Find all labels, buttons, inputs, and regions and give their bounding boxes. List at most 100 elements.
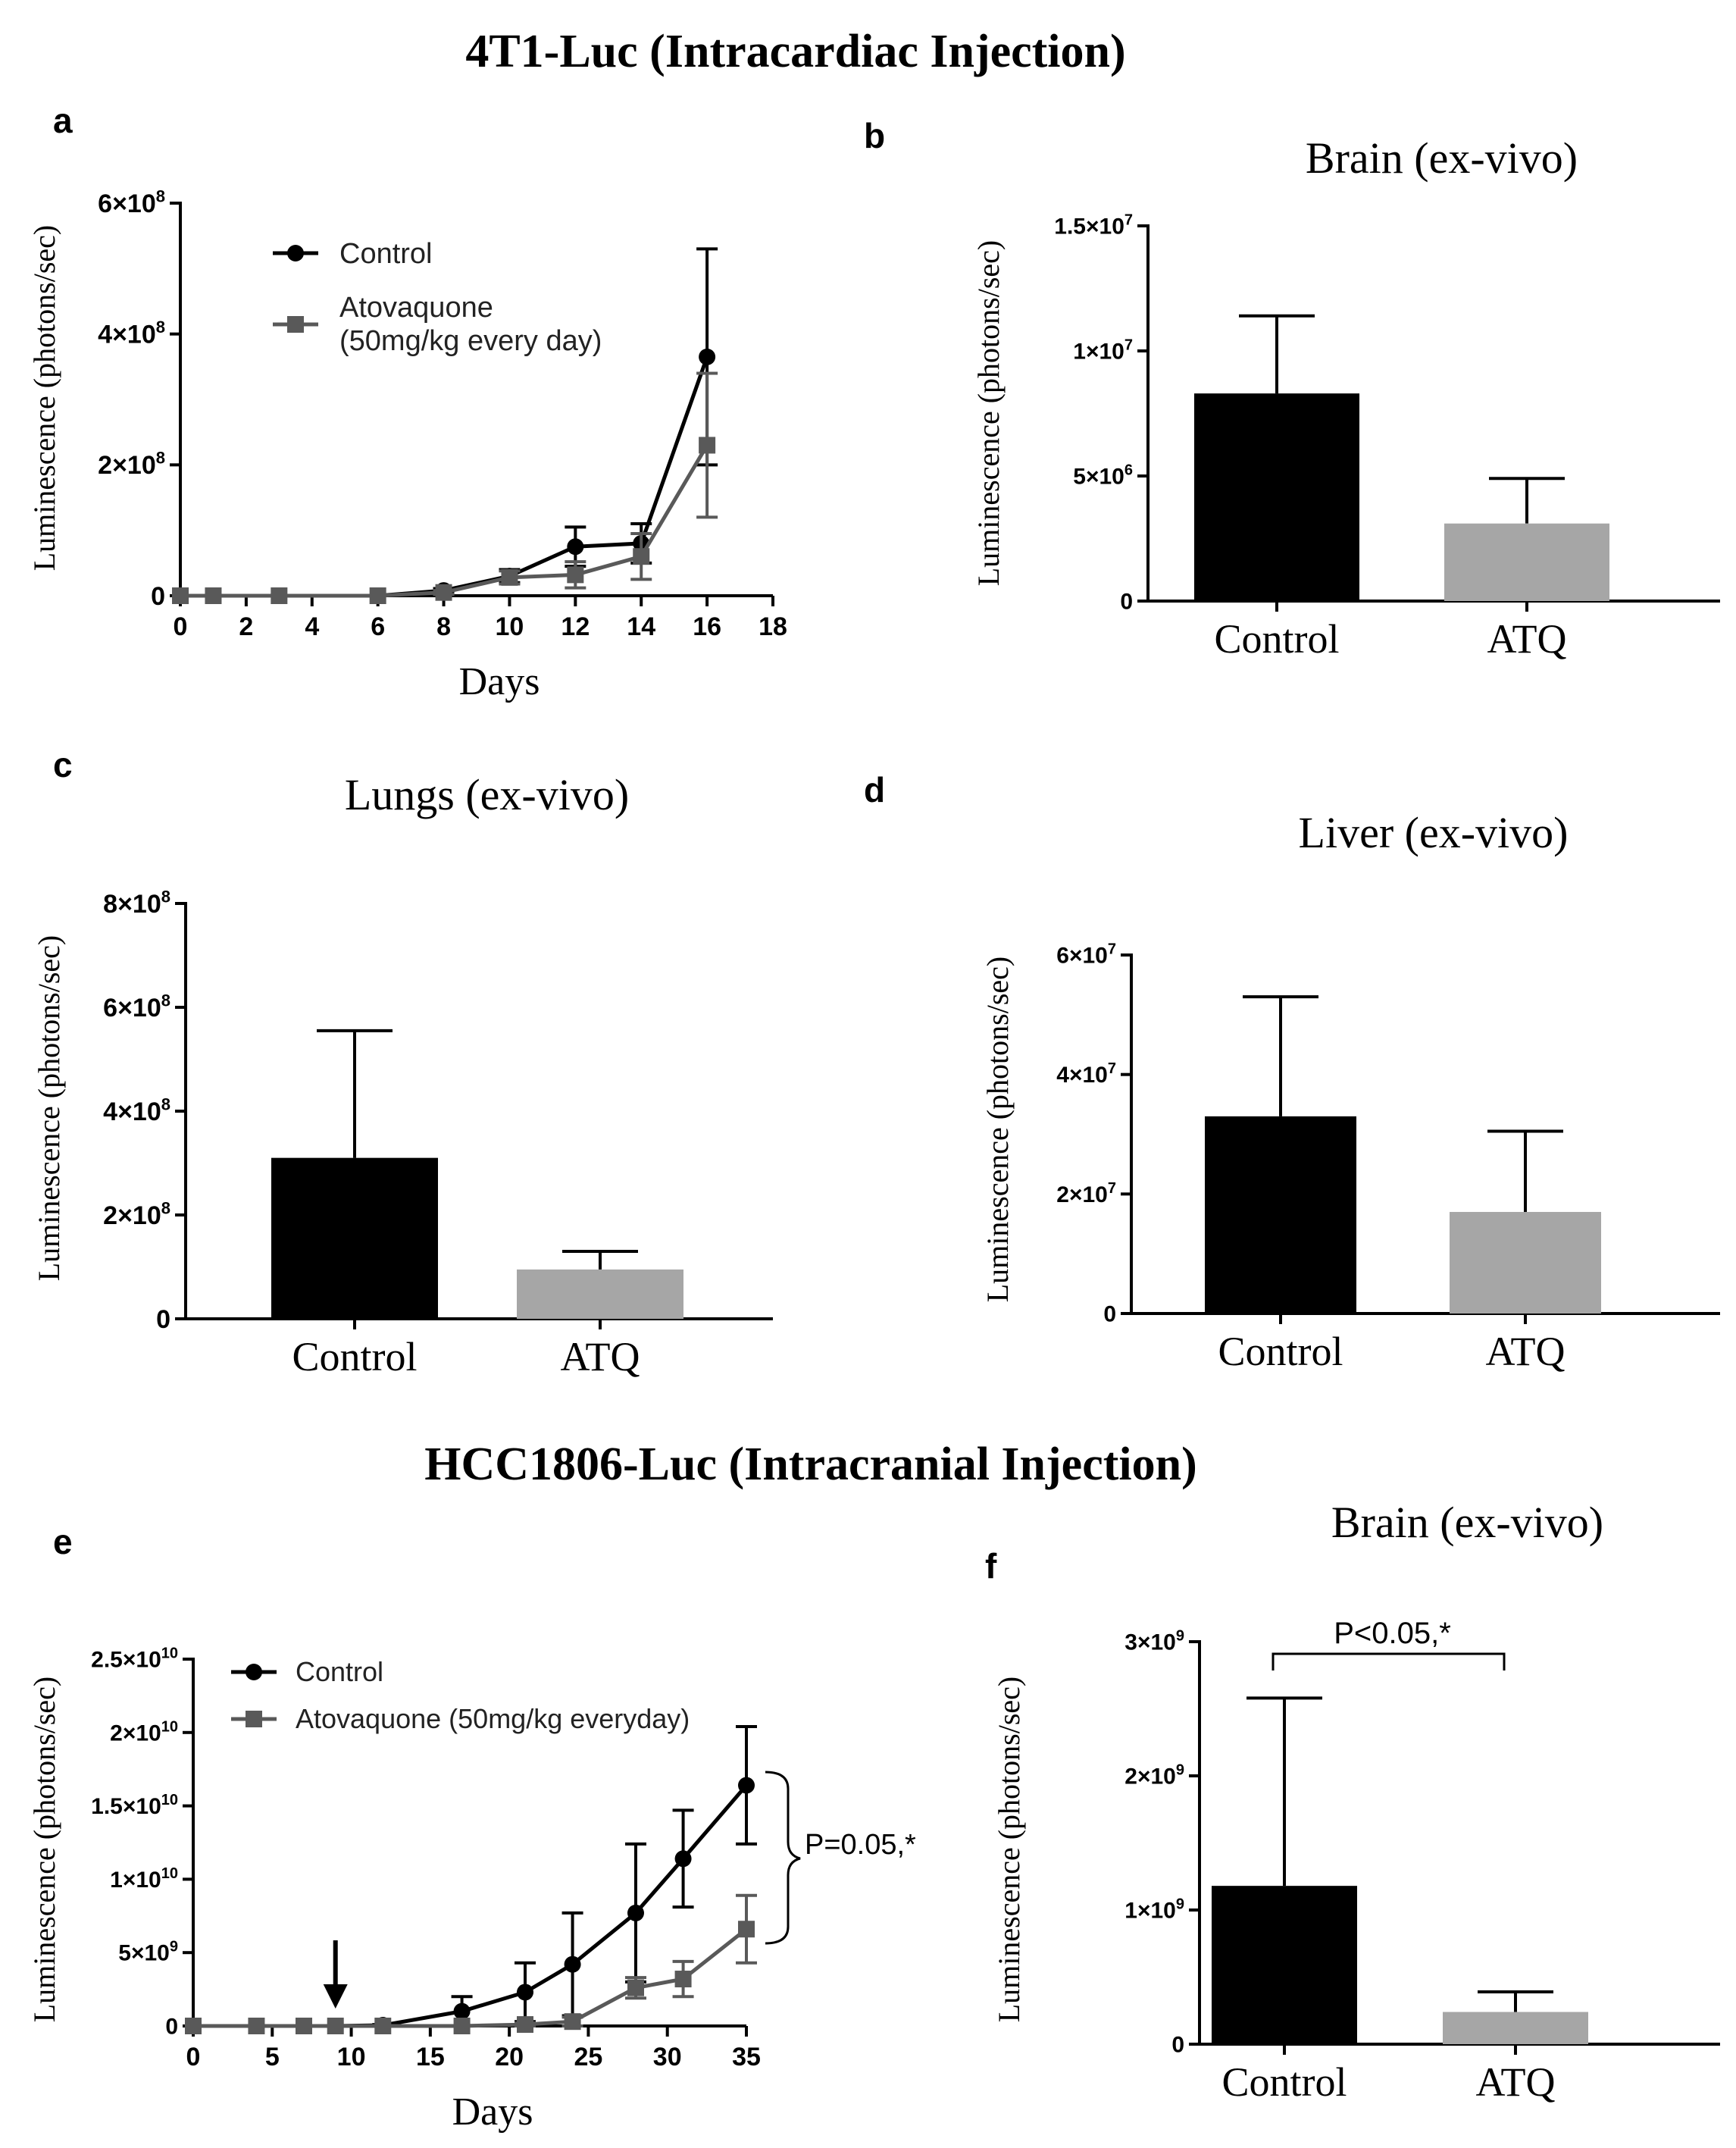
panel-b: b Brain (ex-vivo) Luminescence (photons/se… [864,116,1720,662]
y-tick-label-e: 1.5×1010 [91,1792,178,1819]
x-tick-label-a: 16 [693,612,721,641]
x-axis-label-a: Days [459,660,540,703]
y-axis-label-d: Luminescence (photons/sec) [981,957,1015,1303]
panel-title-d: Liver (ex-vivo) [1299,808,1569,857]
x-tick-label-e: 30 [653,2043,682,2071]
data-point-control [564,1955,581,1973]
bar-control [1194,393,1359,601]
significance-brace [765,1771,801,1945]
panel-letter-e: e [53,1522,73,1561]
data-point-atovaquone [501,568,518,586]
panel-letter-c: c [53,745,73,784]
data-point-control [738,1777,755,1794]
y-tick-label-a: 2×108 [98,449,165,481]
bar-atq [1450,1211,1601,1314]
x-tick-label-atq: ATQ [561,1334,640,1379]
x-tick-label-a: 18 [759,612,787,641]
panel-c: c Lungs (ex-vivo) Luminescence (photons/se… [32,745,773,1379]
data-point-atovaquone [185,2018,202,2034]
bar-control [1212,1886,1357,2044]
bar-atq [1444,523,1609,601]
x-tick-label-e: 25 [574,2043,603,2071]
y-tick-label-b: 1.5×107 [1054,212,1133,240]
legend-label-atovaquone: Atovaquone [339,292,493,324]
data-point-atovaquone [567,566,584,584]
bar-control [271,1157,438,1319]
data-point-atovaquone [435,584,452,601]
heading-hcc1806: HCC1806-Luc (Intracranial Injection) [424,1439,1196,1490]
panels: a Luminescence (photons/sec) 0 2×108 4×108 6×… [27,101,1720,2134]
data-point-atovaquone [327,2018,344,2034]
x-tick-label-a: 10 [496,612,524,641]
data-point-atovaquone [205,587,222,604]
legend-marker-atovaquone [246,1711,262,1727]
data-point-atovaquone [517,2016,533,2034]
panel-letter-b: b [864,116,885,155]
y-tick-label-c: 8×108 [103,887,170,919]
x-tick-label-e: 10 [337,2043,366,2071]
panel-letter-d: d [864,770,885,809]
significance-bracket [1272,1652,1506,1670]
y-tick-label-c: 0 [156,1305,170,1334]
y-tick-label-b: 5×106 [1073,462,1133,490]
y-tick-label-f: 3×109 [1124,1628,1184,1655]
y-tick-label-a: 6×108 [98,186,165,218]
y-axis-label-e: Luminescence (photons/sec) [27,1677,61,2023]
legend-label-dose: (50mg/kg every day) [339,325,602,357]
data-point-atovaquone [369,587,386,604]
y-axis-label-f: Luminescence (photons/sec) [992,1677,1026,2023]
legend-label-control: Control [339,238,433,270]
y-tick-label-e: 5×109 [118,1939,178,1966]
x-tick-label-e: 5 [265,2043,280,2071]
data-point-control [517,1984,533,2001]
panel-title-b: Brain (ex-vivo) [1306,133,1578,183]
data-point-atovaquone [627,1979,644,1996]
y-tick-label-b: 0 [1120,590,1133,615]
x-tick-label-atq: ATQ [1476,2059,1556,2105]
significance-label: P=0.05,* [805,1829,916,1861]
y-axis-label-a: Luminescence (photons/sec) [27,225,61,571]
legend-marker-atovaquone [287,316,304,333]
data-point-control [699,348,716,365]
data-point-control [567,538,584,556]
y-tick-label-d: 0 [1103,1302,1116,1327]
y-tick-label-e: 2×1010 [110,1718,178,1746]
data-point-atovaquone [674,1971,692,1988]
heading-4t1: 4T1-Luc (Intracardiac Injection) [465,26,1125,77]
data-point-atovaquone [296,2018,312,2034]
y-tick-label-e: 1×1010 [110,1865,178,1893]
y-tick-label-e: 0 [165,2015,178,2040]
x-tick-label-control: Control [292,1334,417,1379]
x-tick-label-e: 35 [732,2043,761,2071]
y-tick-label-c: 4×108 [103,1094,170,1126]
data-point-atovaquone [738,1921,755,1938]
y-tick-label-c: 6×108 [103,991,170,1022]
panel-letter-f: f [985,1546,997,1586]
significance-label: P<0.05,* [1334,1617,1451,1650]
x-tick-label-control: Control [1221,2059,1347,2105]
y-axis-label-c: Luminescence (photons/sec) [32,935,66,1282]
y-tick-label-f: 0 [1171,2033,1184,2058]
data-point-atovaquone [564,2013,581,2031]
legend-marker-control [287,245,304,261]
panel-e: e Luminescence (photons/sec) 0 5×109 1×1010 1… [27,1522,916,2134]
x-tick-label-a: 14 [627,612,655,641]
y-tick-label-e: 2.5×1010 [91,1645,178,1673]
x-tick-label-a: 12 [561,612,590,641]
data-point-control [453,2002,471,2020]
x-tick-label-a: 4 [305,612,319,641]
panel-title-f: Brain (ex-vivo) [1331,1498,1603,1547]
data-point-atovaquone [453,2018,471,2034]
bar-control [1205,1116,1356,1314]
panel-letter-a: a [53,101,73,140]
bar-atq [1443,2012,1588,2044]
x-tick-label-atq: ATQ [1486,1329,1566,1374]
data-point-atovaquone [699,437,716,454]
y-tick-label-c: 2×108 [103,1198,170,1230]
x-tick-label-e: 0 [186,2043,201,2071]
y-tick-label-a: 4×108 [98,318,165,349]
y-tick-label-d: 6×107 [1056,941,1116,969]
x-tick-label-a: 2 [239,612,253,641]
data-point-atovaquone [633,548,650,565]
data-point-control [627,1904,644,1921]
